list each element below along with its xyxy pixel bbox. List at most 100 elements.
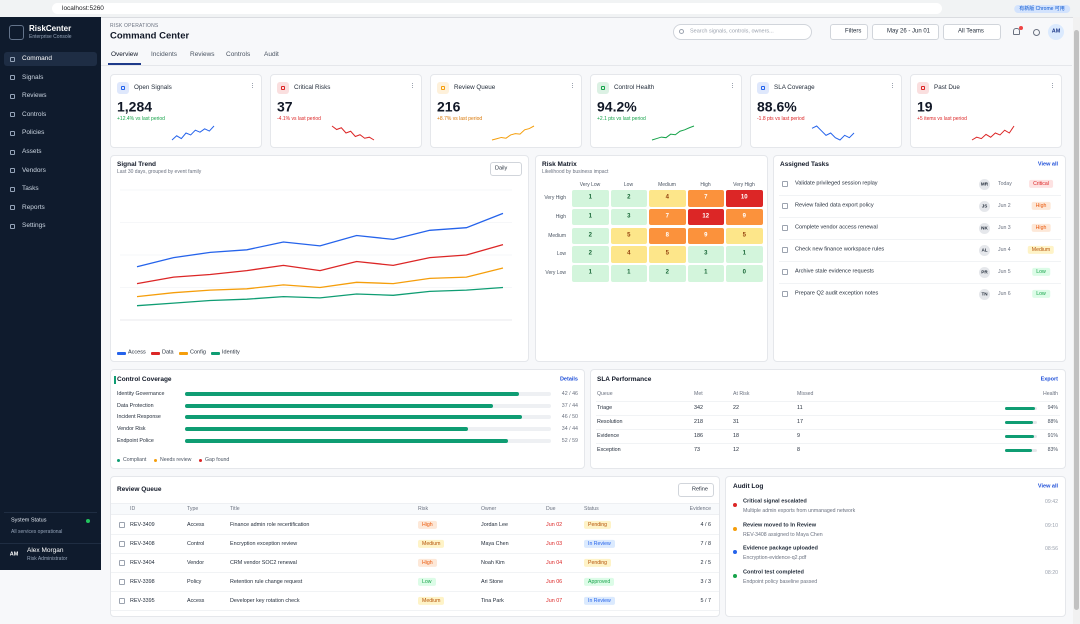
sla-health-bar: [1005, 406, 1036, 410]
sla-cell: 342: [694, 404, 703, 411]
tab[interactable]: Overview: [111, 51, 139, 59]
page-title: Command Center: [110, 30, 190, 42]
sla-header: At Risk: [733, 390, 750, 397]
nav-item[interactable]: Assets: [22, 148, 42, 156]
coverage-legend-dot: [199, 458, 202, 462]
search-icon: [679, 29, 684, 34]
filters-button[interactable]: [830, 24, 868, 40]
brand-name: RiskCenter: [29, 24, 72, 34]
sla-cell: 17: [797, 418, 803, 425]
queue-divider: [111, 572, 719, 573]
row-checkbox[interactable]: [119, 522, 125, 528]
matrix-value: 5: [665, 250, 669, 257]
matrix-title: Risk Matrix: [542, 161, 577, 169]
matrix-value: 9: [742, 213, 746, 220]
coverage-title: Control Coverage: [117, 376, 172, 384]
audit-time: 09:42: [1045, 498, 1058, 505]
task-checkbox[interactable]: [782, 181, 788, 187]
queue-cell: Jun 04: [546, 559, 563, 566]
row-checkbox[interactable]: [119, 598, 125, 604]
queue-header: Owner: [481, 505, 497, 512]
matrix-value: 3: [704, 250, 708, 257]
audit-card: [725, 476, 1066, 617]
matrix-cell: [572, 190, 609, 207]
task-avatar: [979, 201, 990, 212]
row-checkbox[interactable]: [119, 560, 125, 566]
matrix-cell: [687, 208, 724, 226]
nav-icon: [10, 186, 15, 192]
task-checkbox[interactable]: [782, 203, 788, 209]
address-bar[interactable]: [52, 3, 942, 14]
coverage-accent: [114, 376, 116, 384]
kpi-delta: +12.4% vs last period: [117, 116, 165, 122]
avatar[interactable]: [1048, 24, 1064, 40]
matrix-value: 9: [704, 232, 708, 238]
tab[interactable]: Reviews: [190, 51, 215, 59]
sla-divider: [596, 443, 1060, 444]
avatar-initials: AM: [1051, 28, 1061, 35]
scroll-thumb[interactable]: [1074, 30, 1079, 610]
nav-item[interactable]: Vendors: [22, 166, 46, 174]
matrix-cell: [572, 208, 609, 226]
status-dot: [86, 519, 90, 523]
nav-item[interactable]: Command: [22, 55, 52, 63]
nav-item[interactable]: Settings: [22, 222, 46, 230]
sla-link[interactable]: Export: [1040, 376, 1058, 383]
bell-icon[interactable]: [1013, 28, 1020, 35]
tasks-link[interactable]: View all: [1037, 161, 1058, 168]
tab[interactable]: Audit: [264, 51, 279, 59]
matrix-value: 1: [704, 269, 708, 276]
audit-dot: [733, 526, 737, 531]
chart-subtitle: Last 30 days, grouped by event family: [117, 169, 202, 175]
task-checkbox[interactable]: [782, 225, 788, 231]
nav-icon: [10, 223, 15, 229]
task-checkbox[interactable]: [782, 291, 788, 297]
search-box[interactable]: [673, 24, 812, 40]
nav-item[interactable]: Tasks: [22, 185, 39, 193]
kpi-icon: [757, 82, 769, 94]
team-button[interactable]: [943, 24, 1001, 40]
update-notice[interactable]: 有新版 Chrome 可用: [1014, 4, 1070, 13]
status-badge: In Review: [584, 596, 615, 606]
task-due: Jun 5: [998, 268, 1011, 275]
queue-cell: 7 / 8: [700, 540, 712, 547]
task-divider: [779, 261, 1061, 262]
nav-item[interactable]: Policies: [22, 129, 45, 137]
legend-label: Config: [190, 349, 206, 356]
help-icon[interactable]: [1033, 29, 1040, 36]
nav-item[interactable]: Reports: [22, 203, 45, 211]
kpi-icon-glyph: [761, 86, 765, 90]
date-button[interactable]: [872, 24, 939, 40]
row-checkbox[interactable]: [119, 541, 125, 547]
coverage-bar: [185, 392, 520, 396]
task-avatar: [979, 179, 990, 190]
task-checkbox[interactable]: [782, 247, 788, 253]
matrix-cell: [687, 190, 724, 207]
matrix-cell: [610, 265, 647, 282]
interval-select[interactable]: [490, 162, 522, 176]
coverage-link[interactable]: Details: [559, 376, 578, 383]
queue-divider: [111, 553, 719, 554]
eyebrow: RISK OPERATIONS: [110, 23, 159, 29]
task-checkbox[interactable]: [782, 269, 788, 275]
tab[interactable]: Controls: [226, 51, 251, 59]
tab[interactable]: Incidents: [151, 51, 178, 59]
task-due: Jun 3: [998, 224, 1011, 231]
nav-icon: [10, 149, 15, 155]
nav-item[interactable]: Signals: [22, 73, 44, 81]
refine-button[interactable]: [678, 483, 714, 497]
queue-cell: Access: [187, 521, 205, 528]
audit-link[interactable]: View all: [1037, 483, 1058, 490]
audit-dot: [733, 573, 737, 578]
kpi-icon: [277, 82, 289, 94]
kpi-label: Critical Risks: [294, 84, 331, 92]
matrix-cell: [610, 208, 647, 226]
nav-item[interactable]: Controls: [22, 110, 47, 118]
nav-item[interactable]: Reviews: [22, 92, 47, 100]
legend-label: Access: [128, 349, 146, 356]
task-owner: PR: [981, 269, 988, 275]
matrix-cell: [726, 246, 763, 263]
row-checkbox[interactable]: [119, 579, 125, 585]
sidebar: [0, 17, 101, 570]
